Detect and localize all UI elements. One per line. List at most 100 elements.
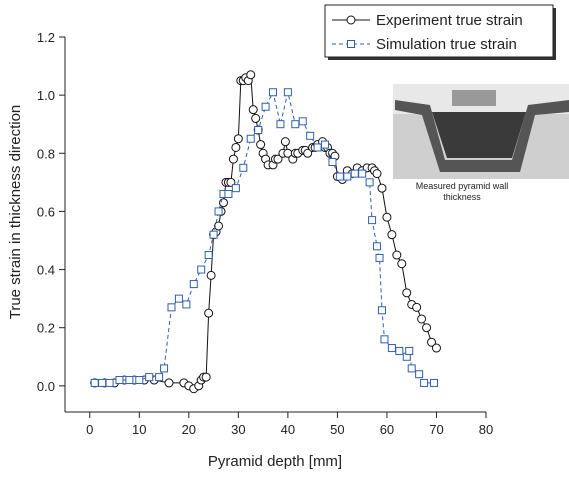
y-tick-label: 0.2: [37, 321, 55, 336]
marker: [248, 105, 258, 115]
marker: [231, 142, 241, 152]
x-tick-label: 30: [231, 422, 245, 437]
x-tick-label: 20: [182, 422, 196, 437]
marker: [254, 126, 263, 135]
marker: [372, 169, 382, 179]
marker: [291, 120, 300, 129]
marker: [387, 230, 397, 240]
y-tick-label: 0.8: [37, 146, 55, 161]
marker: [303, 148, 313, 158]
marker: [429, 378, 438, 387]
marker: [387, 344, 396, 353]
marker: [377, 306, 386, 315]
legend-box: [324, 4, 554, 58]
marker: [228, 154, 238, 164]
marker: [214, 207, 223, 216]
marker: [246, 134, 255, 143]
marker: [373, 242, 382, 251]
x-tick-label: 70: [429, 422, 443, 437]
marker: [115, 376, 124, 385]
marker: [365, 178, 374, 187]
x-tick-label: 10: [132, 422, 146, 437]
marker: [204, 308, 214, 318]
marker: [182, 300, 191, 309]
marker: [420, 378, 429, 387]
marker: [377, 183, 387, 193]
marker: [256, 140, 266, 150]
x-axis-label: Pyramid depth [mm]: [208, 453, 342, 470]
legend-label: Simulation true strain: [376, 36, 517, 53]
marker: [368, 216, 377, 225]
marker: [417, 314, 427, 324]
photo-clamp: [452, 90, 496, 106]
marker: [231, 184, 240, 193]
marker: [105, 378, 114, 387]
marker: [350, 169, 359, 178]
marker: [269, 88, 278, 97]
photo-wall: [432, 112, 526, 158]
marker: [145, 373, 154, 382]
marker: [335, 172, 344, 181]
marker: [392, 250, 402, 260]
marker: [283, 88, 292, 97]
marker: [206, 270, 216, 280]
marker: [405, 346, 414, 355]
marker: [224, 189, 233, 198]
marker: [402, 288, 412, 298]
marker: [280, 137, 290, 147]
y-tick-label: 1.0: [37, 88, 55, 103]
marker: [276, 120, 285, 129]
inset-caption: Measured pyramid wall thickness: [415, 181, 509, 202]
marker: [382, 212, 392, 222]
marker: [375, 253, 384, 262]
marker: [204, 251, 213, 260]
marker: [422, 323, 432, 333]
marker: [251, 113, 261, 123]
marker: [313, 143, 322, 152]
marker: [174, 294, 183, 303]
y-tick-label: 1.2: [37, 30, 55, 45]
marker: [214, 221, 224, 231]
marker: [125, 376, 134, 385]
marker: [98, 378, 107, 387]
legend-marker: [347, 40, 355, 48]
marker: [415, 370, 424, 379]
marker: [407, 364, 416, 373]
marker: [209, 230, 218, 239]
marker: [189, 280, 198, 289]
legend-label: Experiment true strain: [376, 12, 523, 29]
inset-photo: [393, 84, 569, 179]
marker: [246, 70, 256, 80]
marker: [90, 378, 99, 387]
y-tick-label: 0.0: [37, 379, 55, 394]
marker: [427, 337, 437, 347]
marker: [197, 265, 206, 274]
marker: [261, 102, 270, 111]
marker: [164, 378, 174, 388]
marker: [233, 134, 243, 144]
marker: [412, 302, 422, 312]
x-tick-label: 80: [479, 422, 493, 437]
y-axis-label: True strain in thickness direction: [7, 105, 24, 320]
y-tick-label: 0.6: [37, 204, 55, 219]
marker: [239, 163, 248, 172]
marker: [201, 372, 211, 382]
marker: [343, 172, 352, 181]
marker: [298, 117, 307, 126]
marker: [273, 154, 283, 164]
marker: [431, 343, 441, 353]
marker: [397, 259, 407, 269]
marker: [135, 376, 144, 385]
x-tick-label: 60: [380, 422, 394, 437]
marker: [155, 373, 164, 382]
marker: [358, 169, 367, 178]
marker: [395, 346, 404, 355]
x-tick-label: 50: [330, 422, 344, 437]
marker: [328, 158, 337, 166]
y-tick-label: 0.4: [37, 263, 55, 278]
photo-part: [395, 100, 569, 172]
marker: [306, 131, 315, 140]
marker: [380, 335, 389, 344]
